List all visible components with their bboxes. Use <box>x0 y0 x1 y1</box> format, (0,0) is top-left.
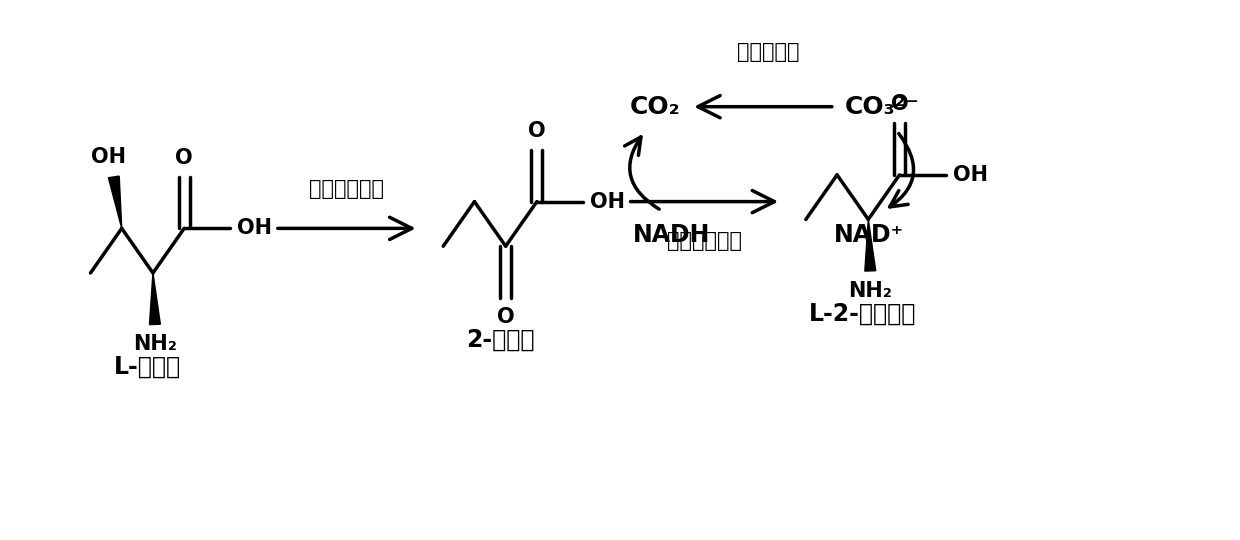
Text: OH: OH <box>237 218 273 238</box>
Text: NAD⁺: NAD⁺ <box>835 224 904 247</box>
Text: O: O <box>528 122 546 141</box>
Text: 亮氨酸脱氢酶: 亮氨酸脱氢酶 <box>667 231 742 251</box>
Polygon shape <box>864 219 875 271</box>
Polygon shape <box>108 176 122 228</box>
Text: OH: OH <box>952 165 988 185</box>
Polygon shape <box>150 273 160 325</box>
Text: O: O <box>497 307 515 327</box>
Text: OH: OH <box>92 147 126 167</box>
Text: 甲酸脱氢酶: 甲酸脱氢酶 <box>738 42 800 62</box>
Text: L-2-氨基丁酸: L-2-氨基丁酸 <box>808 301 916 326</box>
Text: O: O <box>890 94 909 114</box>
Text: NH₂: NH₂ <box>133 334 177 354</box>
Text: CO₂: CO₂ <box>630 94 680 119</box>
Text: OH: OH <box>590 192 625 212</box>
Text: NADH: NADH <box>632 224 711 247</box>
Text: L-苏氨酸: L-苏氨酸 <box>114 355 181 379</box>
Text: CO₃²⁻: CO₃²⁻ <box>844 94 920 119</box>
Text: NH₂: NH₂ <box>848 281 893 301</box>
Text: O: O <box>175 148 193 168</box>
Text: 2-丁酮酸: 2-丁酮酸 <box>466 328 534 352</box>
Text: 苏氨酸脱氨酶: 苏氨酸脱氨酶 <box>309 179 384 199</box>
